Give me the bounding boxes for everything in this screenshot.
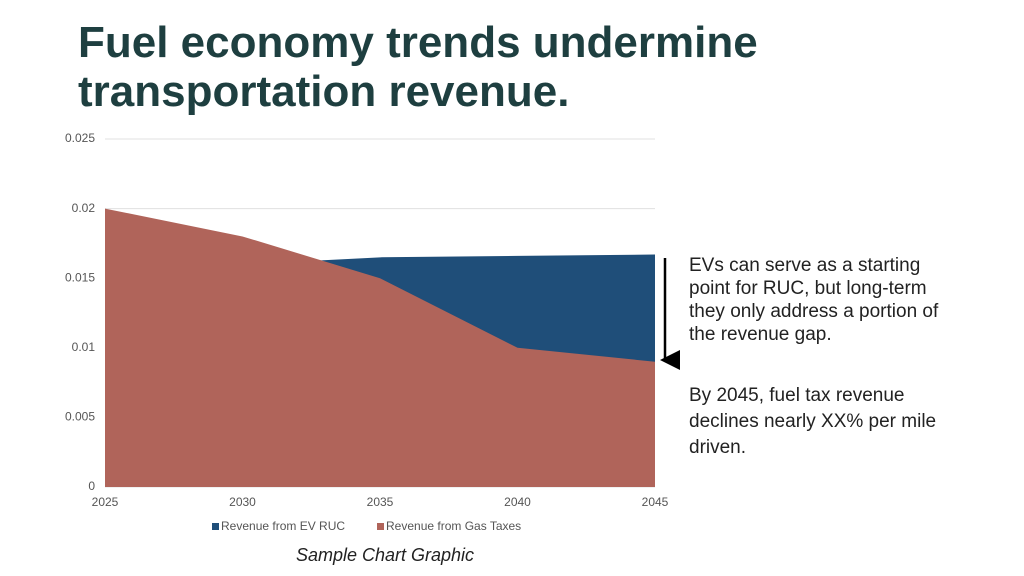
caption: Sample Chart Graphic [295,545,475,565]
x-tick-label: 2025 [92,495,119,509]
y-tick-label: 0.01 [72,340,96,354]
y-tick-label: 0.005 [65,410,95,424]
legend-label: Revenue from EV RUC [221,519,345,533]
x-tick-label: 2045 [642,495,669,509]
y-tick-label: 0.02 [72,201,96,215]
slide-title: Fuel economy trends undermine transporta… [78,18,758,116]
y-tick-label: 0 [88,479,95,493]
x-tick-label: 2035 [367,495,394,509]
area [105,208,655,487]
y-tick-label: 0.015 [65,270,95,284]
x-tick-label: 2040 [504,495,531,509]
note: By 2045, fuel tax revenue declines nearl… [689,385,937,458]
x-tick-label: 2030 [229,495,256,509]
legend-swatch [212,523,219,530]
legend-label: Revenue from Gas Taxes [386,519,521,533]
legend-swatch [377,523,384,530]
note: EVs can serve as a starting point for RU… [689,255,939,345]
y-tick-label: 0.025 [65,131,95,145]
